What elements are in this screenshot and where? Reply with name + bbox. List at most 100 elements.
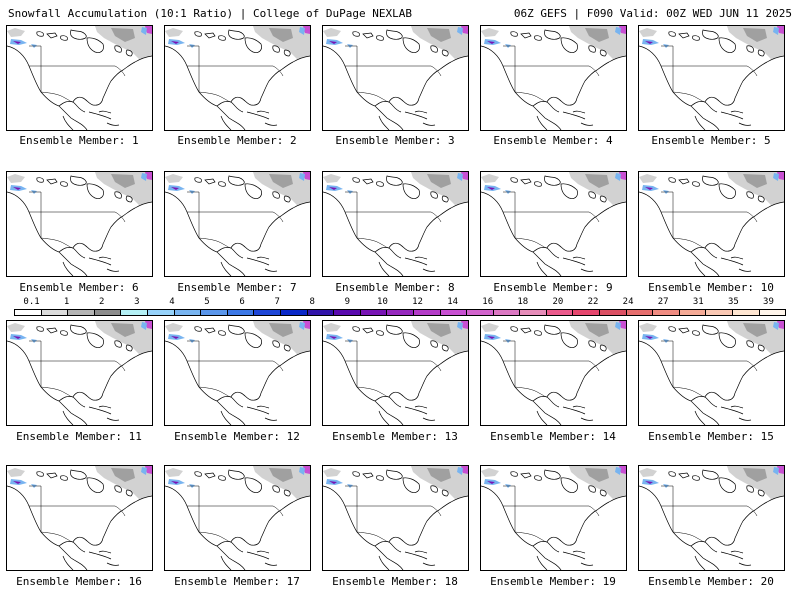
legend-swatch (733, 310, 760, 315)
ensemble-member-label: Ensemble Member: 4 (493, 134, 613, 147)
ensemble-member-map (638, 320, 785, 426)
legend-swatch (15, 310, 42, 315)
ensemble-member-label: Ensemble Member: 13 (332, 430, 458, 443)
ensemble-member-label: Ensemble Member: 18 (332, 575, 458, 588)
coastlines (481, 29, 626, 130)
snow-shading (323, 321, 468, 354)
coastlines (323, 469, 468, 570)
legend-swatch (759, 310, 786, 315)
snow-shading (323, 466, 468, 499)
legend-tick-label: 5 (204, 297, 210, 307)
ensemble-member-map (322, 320, 469, 426)
political-borders (345, 45, 442, 103)
political-borders (29, 45, 126, 103)
ensemble-member-map (322, 465, 469, 571)
legend-swatch (546, 310, 574, 315)
snow-shading (323, 26, 468, 59)
political-borders (187, 340, 284, 398)
political-borders (661, 45, 758, 103)
political-borders (345, 485, 442, 543)
legend-tick-label: 0.1 (23, 297, 40, 307)
ensemble-member-label: Ensemble Member: 11 (16, 430, 142, 443)
ensemble-member-map (322, 25, 469, 131)
legend-tick-label: 39 (763, 297, 774, 307)
legend-swatch (467, 310, 494, 315)
ensemble-member-label: Ensemble Member: 12 (174, 430, 300, 443)
coastlines (165, 175, 310, 276)
coastlines (165, 29, 310, 130)
ensemble-member-map (164, 171, 311, 277)
political-borders (187, 485, 284, 543)
ensemble-member-map (480, 320, 627, 426)
ensemble-member-map (480, 25, 627, 131)
coastlines (323, 324, 468, 425)
legend-tick-label: 9 (344, 297, 351, 307)
ensemble-member-map (6, 25, 153, 131)
snow-shading (165, 26, 310, 59)
legend-swatch (68, 310, 95, 315)
snow-shading (323, 172, 468, 205)
ensemble-member-label: Ensemble Member: 2 (177, 134, 297, 147)
ensemble-member-map (164, 320, 311, 426)
snow-shading (165, 466, 310, 499)
legend-tick-label: 35 (727, 297, 739, 307)
ensemble-member-label: Ensemble Member: 20 (648, 575, 774, 588)
political-borders (345, 340, 442, 398)
legend-swatch (334, 310, 361, 315)
legend-swatch (147, 310, 175, 315)
legend-swatch (493, 310, 521, 315)
ensemble-member-label: Ensemble Member: 7 (177, 281, 297, 294)
snow-shading (639, 321, 784, 354)
map-title: Snowfall Accumulation (10:1 Ratio) | Col… (8, 7, 412, 20)
legend-tick-label: 1 (63, 297, 70, 307)
legend-swatch (254, 310, 281, 315)
ensemble-member-label: Ensemble Member: 17 (174, 575, 300, 588)
legend-swatch (626, 310, 654, 315)
snow-shading (481, 466, 626, 499)
coastlines (165, 469, 310, 570)
legend-tick-label: 14 (447, 297, 459, 307)
legend-tick-label: 27 (657, 297, 669, 307)
legend-tick-label: 10 (377, 297, 388, 307)
coastlines (165, 324, 310, 425)
political-borders (345, 191, 442, 249)
political-borders (187, 191, 284, 249)
legend-swatch (679, 310, 707, 315)
legend-swatch (280, 310, 308, 315)
legend-swatch (600, 310, 627, 315)
legend-swatch (94, 310, 122, 315)
snow-shading (7, 466, 152, 499)
legend-swatch (706, 310, 734, 315)
legend-tick-label: 24 (622, 297, 634, 307)
political-borders (503, 340, 600, 398)
ensemble-member-map (6, 320, 153, 426)
legend-swatch (413, 310, 441, 315)
ensemble-member-label: Ensemble Member: 3 (335, 134, 455, 147)
legend-swatch (41, 310, 69, 315)
legend-swatch (227, 310, 255, 315)
political-borders (661, 485, 758, 543)
legend-swatch (387, 310, 414, 315)
coastlines (639, 469, 784, 570)
ensemble-member-label: Ensemble Member: 15 (648, 430, 774, 443)
legend-swatch (307, 310, 335, 315)
political-borders (503, 45, 600, 103)
legend-tick-label: 20 (552, 297, 564, 307)
ensemble-member-map (322, 171, 469, 277)
snow-shading (481, 172, 626, 205)
legend-swatch (360, 310, 388, 315)
legend-tick-label: 4 (169, 297, 175, 307)
legend-swatch (573, 310, 601, 315)
ensemble-member-map (164, 25, 311, 131)
legend-tick-label: 7 (274, 297, 280, 307)
legend-tick-label: 2 (99, 297, 105, 307)
coastlines (7, 469, 152, 570)
political-borders (661, 191, 758, 249)
political-borders (661, 340, 758, 398)
political-borders (29, 340, 126, 398)
coastlines (481, 324, 626, 425)
snow-shading (7, 26, 152, 59)
ensemble-member-map (638, 465, 785, 571)
snow-shading (7, 172, 152, 205)
legend-swatch (653, 310, 680, 315)
